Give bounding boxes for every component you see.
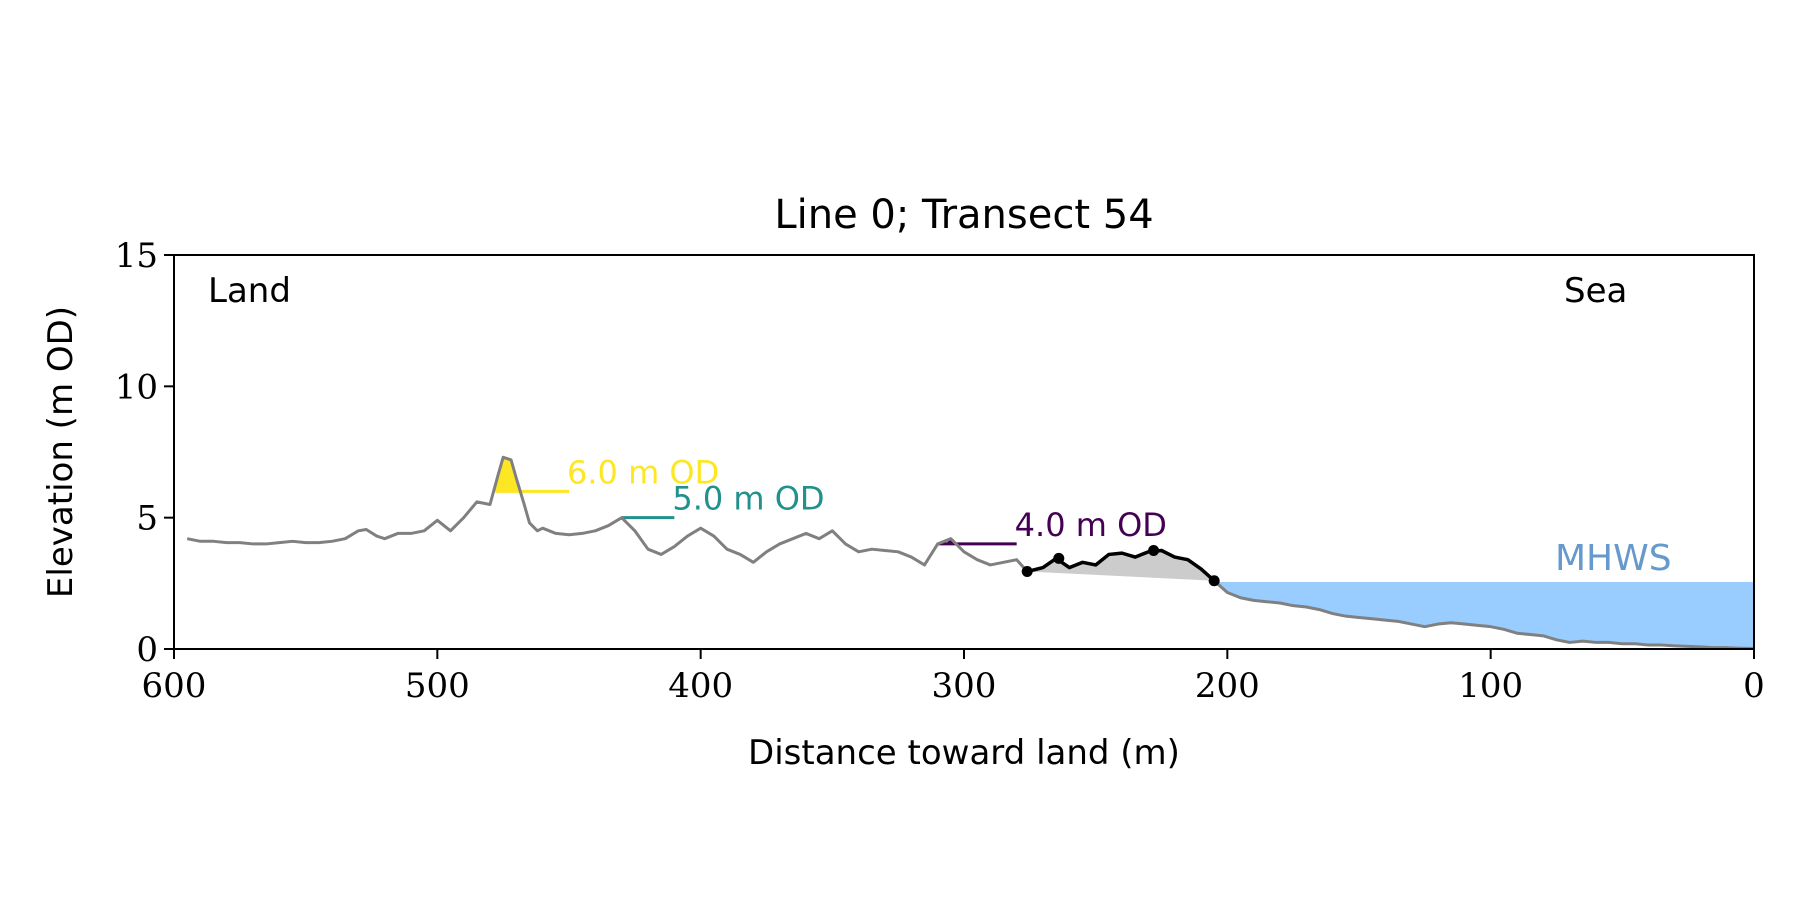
mhws-label: MHWS (1555, 538, 1672, 579)
marker-layer (1021, 545, 1220, 587)
y-axis-label: Elevation (m OD) (41, 306, 81, 598)
mhws-water-fill (1214, 580, 1754, 649)
x-tick-label: 400 (668, 666, 733, 706)
profile-line (186, 455, 1755, 650)
marker-point (1208, 575, 1220, 587)
x-tick-label: 500 (405, 666, 470, 706)
y-tick-label: 5 (136, 499, 158, 539)
y-tick-label: 15 (115, 236, 158, 276)
marker-point (1021, 566, 1033, 578)
marker-point (1148, 545, 1160, 556)
x-tick-label: 300 (932, 666, 997, 706)
x-tick-label: 600 (142, 666, 207, 706)
y-tick-label: 0 (136, 630, 158, 670)
level-fill-0 (492, 457, 522, 492)
x-tick-label: 200 (1195, 666, 1260, 706)
marker-point (1053, 552, 1065, 564)
level-label-2: 4.0 m OD (1015, 506, 1167, 544)
x-tick-label: 100 (1458, 666, 1523, 706)
sea-label: Sea (1564, 271, 1627, 311)
chart-title: Line 0; Transect 54 (774, 192, 1153, 238)
y-tick-label: 10 (115, 367, 158, 407)
level-label-layer: 6.0 m OD5.0 m OD 4.0 m OD (567, 453, 1167, 544)
level-label-1: 5.0 m OD (672, 480, 824, 518)
x-axis-label: Distance toward land (m) (748, 733, 1180, 773)
tick-layer: 600 500 400 300 200 100 0 0 5 10 15 (115, 236, 1765, 706)
crest-volume-fill (1027, 550, 1215, 581)
level-label-0: 6.0 m OD (567, 453, 719, 491)
fill-layer (492, 457, 1754, 649)
land-label: Land (208, 271, 291, 311)
x-tick-label: 0 (1743, 666, 1765, 706)
